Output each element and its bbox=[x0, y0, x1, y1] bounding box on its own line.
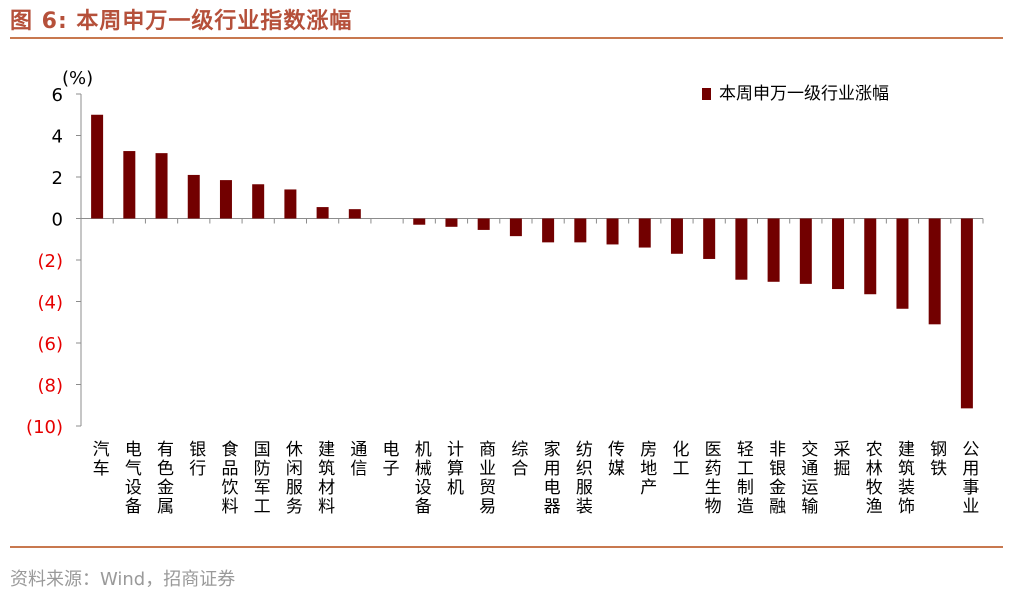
bar bbox=[606, 218, 619, 245]
bar bbox=[799, 218, 812, 284]
x-tick-label: 食品饮料 bbox=[221, 440, 238, 517]
bar bbox=[91, 114, 104, 219]
x-tick-label: 交通运输 bbox=[801, 440, 818, 517]
bar bbox=[187, 174, 200, 219]
x-tick-label: 传媒 bbox=[608, 440, 625, 479]
x-tick-label: 电子 bbox=[383, 440, 400, 479]
x-tick-label: 休闲服务 bbox=[286, 440, 303, 517]
x-tick-label: 银行 bbox=[189, 440, 206, 479]
bar bbox=[123, 151, 136, 219]
x-tick-label: 钢铁 bbox=[930, 440, 947, 479]
footer-rule bbox=[10, 546, 1003, 548]
x-tick-label: 建筑材料 bbox=[318, 440, 335, 517]
bar bbox=[928, 218, 941, 325]
x-tick-label: 商业贸易 bbox=[479, 440, 496, 517]
x-tick-label: 建筑装饰 bbox=[898, 440, 915, 517]
x-tick-label: 公用事业 bbox=[962, 440, 979, 517]
bar bbox=[767, 218, 780, 282]
x-tick-label: 化工 bbox=[672, 440, 689, 479]
bar bbox=[735, 218, 748, 280]
y-tick-label: 2 bbox=[52, 168, 63, 189]
bar bbox=[219, 180, 232, 219]
bar bbox=[832, 218, 845, 290]
x-tick-label: 汽车 bbox=[93, 440, 110, 479]
x-tick-label: 机械设备 bbox=[415, 440, 432, 517]
bar bbox=[670, 218, 683, 254]
chart-bars bbox=[91, 114, 973, 409]
y-tick-label: (8) bbox=[38, 376, 64, 397]
bar bbox=[574, 218, 587, 243]
x-tick-label: 通信 bbox=[350, 440, 367, 479]
x-tick-label: 有色金属 bbox=[157, 440, 174, 517]
y-tick-label: (10) bbox=[26, 417, 63, 438]
figure-title: 图 6: 本周申万一级行业指数涨幅 bbox=[10, 9, 353, 34]
bar bbox=[252, 184, 265, 219]
bar bbox=[960, 218, 973, 409]
bar bbox=[348, 209, 361, 219]
x-tick-label: 医药生物 bbox=[705, 440, 722, 517]
y-tick-label: 4 bbox=[52, 127, 63, 148]
y-tick-label: (6) bbox=[38, 334, 64, 355]
x-tick-label: 农林牧渔 bbox=[866, 440, 883, 517]
bar bbox=[896, 218, 909, 309]
bar bbox=[703, 218, 716, 259]
bar bbox=[155, 153, 168, 219]
bar bbox=[509, 218, 522, 237]
x-tick-label: 轻工制造 bbox=[737, 440, 754, 517]
bar bbox=[864, 218, 877, 295]
bar bbox=[316, 207, 329, 219]
y-axis-unit-label: (%) bbox=[62, 68, 93, 89]
x-tick-labels: 汽车电气设备有色金属银行食品饮料国防军工休闲服务建筑材料通信电子机械设备计算机商… bbox=[93, 440, 980, 517]
bar bbox=[477, 218, 490, 230]
x-tick-label: 电气设备 bbox=[125, 440, 142, 517]
legend-label: 本周申万一级行业涨幅 bbox=[719, 84, 889, 104]
x-tick-label: 采掘 bbox=[834, 440, 851, 479]
x-tick-label: 纺织服装 bbox=[576, 440, 593, 517]
bar-chart: 汽车电气设备有色金属银行食品饮料国防军工休闲服务建筑材料通信电子机械设备计算机商… bbox=[26, 68, 984, 517]
y-tick-label: (2) bbox=[38, 251, 64, 272]
source-note: 资料来源：Wind，招商证券 bbox=[10, 569, 236, 590]
bar bbox=[638, 218, 651, 248]
y-tick-label: (4) bbox=[38, 293, 64, 314]
legend-swatch bbox=[702, 88, 711, 100]
bar bbox=[413, 218, 426, 225]
title-rule bbox=[10, 37, 1003, 39]
x-tick-label: 国防军工 bbox=[254, 440, 271, 517]
bar bbox=[284, 189, 297, 219]
bar bbox=[445, 218, 458, 227]
x-tick-label: 计算机 bbox=[447, 440, 464, 498]
x-tick-label: 家用电器 bbox=[544, 440, 561, 517]
legend: 本周申万一级行业涨幅 bbox=[702, 84, 889, 104]
x-tick-label: 非银金融 bbox=[769, 440, 786, 517]
y-tick-label: 6 bbox=[52, 85, 63, 106]
chart-axes bbox=[76, 93, 984, 427]
y-tick-labels: 6 4 2 0 (2) (4) (6) (8) (10) bbox=[26, 85, 63, 438]
y-tick-label: 0 bbox=[52, 210, 63, 231]
bar bbox=[542, 218, 555, 243]
x-tick-label: 综合 bbox=[511, 440, 528, 479]
x-tick-label: 房地产 bbox=[640, 440, 657, 498]
